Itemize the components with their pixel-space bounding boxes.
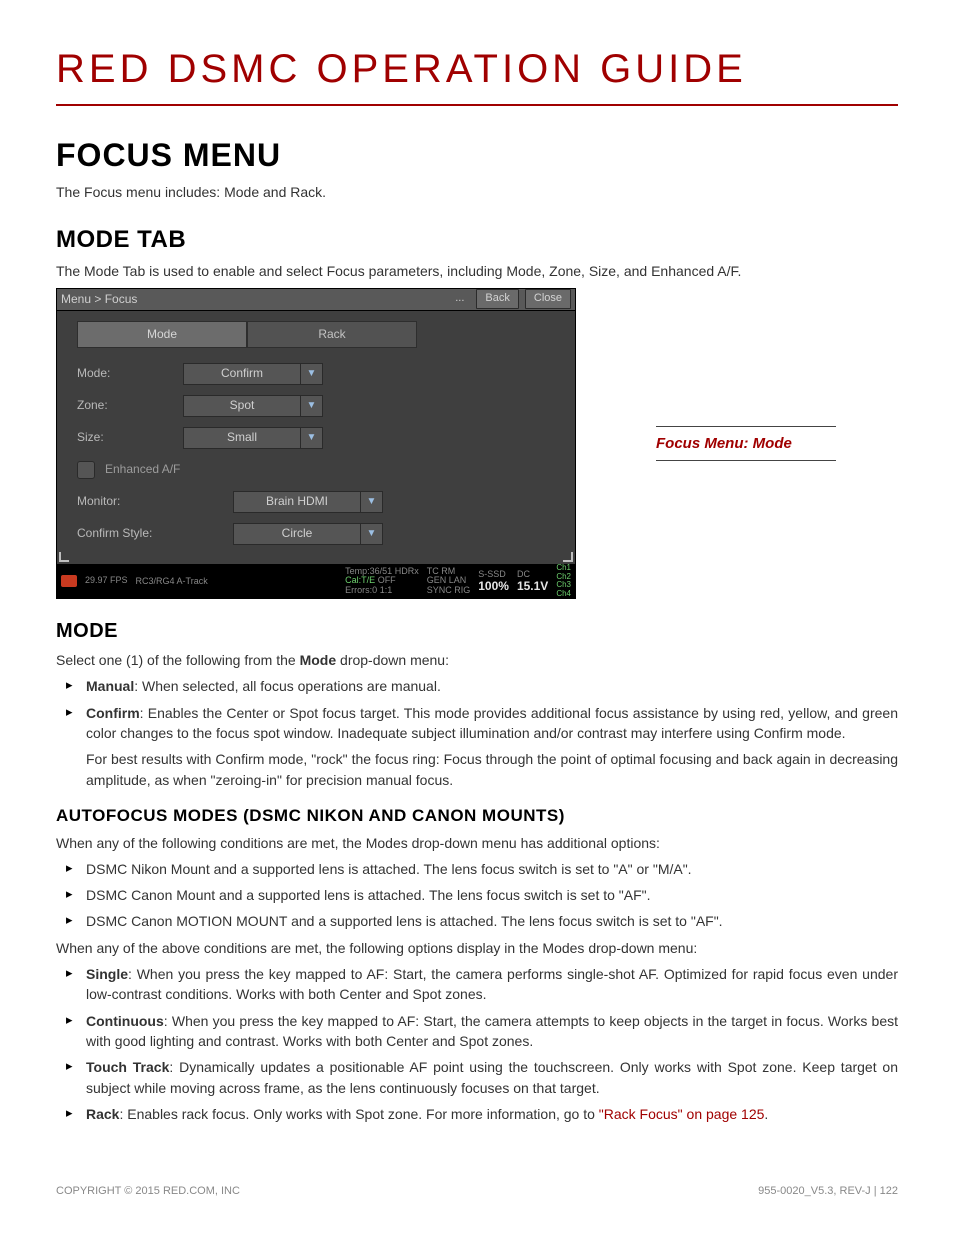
status-fps: 29.97 FPS: [85, 576, 128, 585]
label-enhanced-af: Enhanced A/F: [105, 461, 180, 478]
focus-menu-screenshot: Menu > Focus ... Back Close Mode Rack Mo…: [56, 288, 576, 599]
label-mode: Mode:: [77, 365, 173, 382]
list-item: Manual: When selected, all focus operati…: [86, 676, 898, 696]
back-button[interactable]: Back: [476, 289, 518, 309]
text-bold: Touch Track: [86, 1059, 169, 1075]
list-item: DSMC Canon Mount and a supported lens is…: [86, 885, 898, 905]
text: : Enables rack focus. Only works with Sp…: [119, 1106, 598, 1122]
breadcrumb: Menu > Focus: [61, 291, 443, 308]
status-pct: 100%: [478, 580, 509, 593]
heading-autofocus: AUTOFOCUS MODES (DSMC NIKON AND CANON MO…: [56, 804, 898, 829]
text: : When you press the key mapped to AF: S…: [86, 1013, 898, 1049]
text: : When selected, all focus operations ar…: [134, 678, 441, 694]
intro-text: The Focus menu includes: Mode and Rack.: [56, 182, 898, 202]
label-zone: Zone:: [77, 397, 173, 414]
frame-corner-icon: [563, 552, 573, 562]
status-volt: 15.1V: [517, 580, 548, 593]
status-hdrx: HDRx: [395, 566, 419, 576]
dropdown-cstyle-value: Circle: [234, 525, 360, 542]
text: drop-down menu:: [336, 652, 449, 668]
chevron-down-icon: ▼: [300, 428, 322, 448]
text-bold: Confirm: [86, 705, 140, 721]
link-rack-focus[interactable]: "Rack Focus" on page 125: [599, 1106, 765, 1122]
label-monitor: Monitor:: [77, 493, 173, 510]
status-rig: RIG: [454, 585, 470, 595]
dropdown-confirm-style[interactable]: Circle ▼: [233, 523, 383, 545]
dropdown-zone-value: Spot: [184, 397, 300, 414]
af-lead: When any of the following conditions are…: [56, 833, 898, 853]
text-bold: Manual: [86, 678, 134, 694]
label-confirm-style: Confirm Style:: [77, 525, 187, 542]
tab-rack[interactable]: Rack: [247, 321, 417, 348]
figure-caption: Focus Menu: Mode: [656, 426, 836, 462]
text: : Enables the Center or Spot focus targe…: [86, 705, 898, 741]
dropdown-monitor[interactable]: Brain HDMI ▼: [233, 491, 383, 513]
text: Select one (1) of the following from the: [56, 652, 300, 668]
dropdown-mode[interactable]: Confirm ▼: [183, 363, 323, 385]
status-errors: Errors:0: [345, 585, 377, 595]
chevron-down-icon: ▼: [300, 364, 322, 384]
doc-title: RED DSMC OPERATION GUIDE: [56, 40, 898, 106]
dropdown-monitor-value: Brain HDMI: [234, 493, 360, 510]
status-one: 1:1: [380, 585, 393, 595]
list-item: Touch Track: Dynamically updates a posit…: [86, 1057, 898, 1098]
label-size: Size:: [77, 429, 173, 446]
mode-lead: Select one (1) of the following from the…: [56, 650, 898, 670]
checkbox-enhanced-af[interactable]: [77, 461, 95, 479]
status-sync: SYNC: [427, 585, 452, 595]
footer-copyright: COPYRIGHT © 2015 RED.COM, INC: [56, 1184, 240, 1200]
dropdown-zone[interactable]: Spot ▼: [183, 395, 323, 417]
mode-tab-text: The Mode Tab is used to enable and selec…: [56, 261, 898, 281]
heading-mode-tab: MODE TAB: [56, 223, 898, 258]
chevron-down-icon: ▼: [360, 492, 382, 512]
dropdown-mode-value: Confirm: [184, 365, 300, 382]
text-bold: Continuous: [86, 1013, 164, 1029]
list-item: DSMC Canon MOTION MOUNT and a supported …: [86, 911, 898, 931]
text-bold: Mode: [300, 652, 337, 668]
text: : Dynamically updates a positionable AF …: [86, 1059, 898, 1095]
list-item: DSMC Nikon Mount and a supported lens is…: [86, 859, 898, 879]
text: : When you press the key mapped to AF: S…: [86, 966, 898, 1002]
status-track: RC3/RG4 A-Track: [136, 575, 208, 588]
list-item: Continuous: When you press the key mappe…: [86, 1011, 898, 1052]
text-bold: Rack: [86, 1106, 119, 1122]
tab-mode[interactable]: Mode: [77, 321, 247, 348]
heading-mode: MODE: [56, 617, 898, 646]
status-ch4: Ch4: [556, 590, 571, 598]
list-item: Single: When you press the key mapped to…: [86, 964, 898, 1005]
close-button[interactable]: Close: [525, 289, 571, 309]
footer-docid: 955-0020_V5.3, REV-J | 122: [758, 1184, 898, 1200]
dropdown-size[interactable]: Small ▼: [183, 427, 323, 449]
frame-corner-icon: [59, 552, 69, 562]
list-item: Rack: Enables rack focus. Only works wit…: [86, 1104, 898, 1124]
chevron-down-icon: ▼: [300, 396, 322, 416]
dropdown-size-value: Small: [184, 429, 300, 446]
af-mid: When any of the above conditions are met…: [56, 938, 898, 958]
status-bar: 29.97 FPS RC3/RG4 A-Track Temp:36/51 HDR…: [57, 564, 575, 598]
text-bold: Single: [86, 966, 128, 982]
more-button[interactable]: ...: [449, 291, 470, 307]
chevron-down-icon: ▼: [360, 524, 382, 544]
record-icon: [61, 575, 77, 587]
text: .: [764, 1106, 768, 1122]
list-item: Confirm: Enables the Center or Spot focu…: [86, 703, 898, 790]
heading-focus-menu: FOCUS MENU: [56, 132, 898, 178]
fig-titlebar: Menu > Focus ... Back Close: [57, 289, 575, 311]
text: For best results with Confirm mode, "roc…: [86, 749, 898, 790]
